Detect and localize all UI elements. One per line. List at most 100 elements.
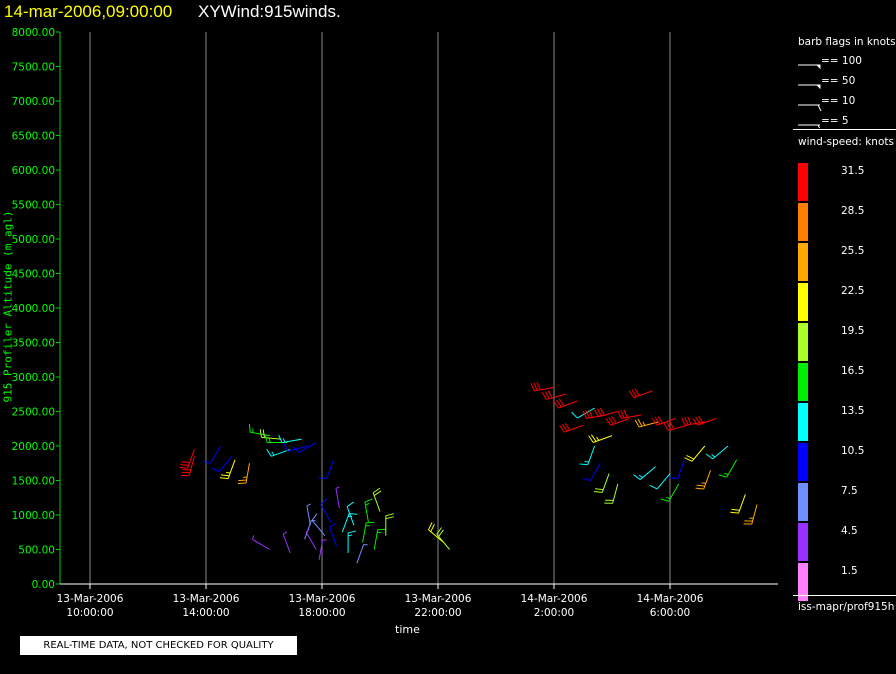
y-tick-label: 6500.00 [12, 131, 55, 143]
y-tick-label: 5500.00 [12, 200, 55, 212]
wind-barb [571, 407, 595, 419]
wind-barb [730, 494, 746, 514]
chart-title: XYWind:915winds. [198, 2, 341, 21]
wind-barb [249, 423, 270, 437]
x-tick-time: 14:00:00 [182, 607, 229, 619]
y-tick-label: 2000.00 [12, 441, 55, 453]
wind-barb [306, 503, 311, 526]
wind-barb [684, 445, 706, 462]
speed-scale-label: 4.5 [841, 525, 858, 537]
y-tick-label: 3000.00 [12, 372, 55, 384]
wind-barb [553, 398, 578, 409]
speed-scale-label: 7.5 [841, 485, 858, 497]
wind-barb [588, 434, 613, 443]
wind-barb [604, 483, 619, 504]
barb-legend-label: == 10 [821, 95, 856, 107]
barb-legend-half [817, 124, 820, 129]
wind-barb [346, 501, 355, 526]
wind-barb [385, 513, 394, 536]
speed-scale-label: 25.5 [841, 245, 865, 257]
speed-scale-label: 31.5 [841, 165, 865, 177]
y-axis-label: 915 Profiler Altitude (m agl) [1, 210, 15, 403]
speed-color-swatch [798, 443, 808, 481]
barb-legend-symbols [798, 64, 822, 129]
speed-color-swatch [798, 523, 808, 561]
x-tick-labels: 13-Mar-2006 10:00:00 13-Mar-2006 14:00:00 13… [57, 593, 704, 619]
wind-barb [428, 522, 445, 543]
wind-barbs [179, 382, 758, 564]
wind-barb [305, 528, 317, 550]
x-tick-time: 18:00:00 [298, 607, 345, 619]
wind-barb [318, 459, 335, 480]
wind-barb [718, 459, 738, 478]
barb-legend-pennant [815, 84, 821, 90]
wind-barb [660, 483, 680, 502]
x-tick-date: 14-Mar-2006 [521, 593, 588, 605]
plot-axes [56, 31, 778, 589]
y-tick-label: 2500.00 [12, 407, 55, 419]
x-tick-time: 10:00:00 [66, 607, 113, 619]
wind-barb [651, 416, 676, 426]
speed-scale-label: 13.5 [841, 405, 865, 417]
y-tick-label: 500.00 [18, 545, 55, 557]
wind-barb [669, 459, 685, 480]
y-tick-labels: 0.00 500.00 1000.00 1500.00 2000.00 2500.00 30… [12, 27, 55, 591]
wind-barb [372, 487, 382, 512]
wind-barb [579, 445, 596, 466]
wind-barb [251, 535, 271, 550]
wind-barb [649, 473, 671, 490]
y-tick-label: 8000.00 [12, 27, 55, 39]
barb-legend-label: == 5 [821, 115, 849, 127]
x-tick-date: 13-Mar-2006 [173, 593, 240, 605]
wind-barb [347, 530, 357, 553]
speed-color-swatch [798, 163, 808, 201]
barb-legend-title: barb flags in knots [798, 36, 896, 48]
legend-panel: barb flags in knots == 100 == 50 == 10 == 5… [793, 27, 896, 624]
wind-barb [559, 422, 584, 433]
speed-color-swatch [798, 203, 808, 241]
x-tick-date: 13-Mar-2006 [57, 593, 124, 605]
speed-scale-label: 16.5 [841, 365, 865, 377]
wind-barb [211, 456, 233, 473]
wind-barb [373, 528, 386, 550]
timestamp-title: 14-mar-2006,09:00:00 [4, 2, 173, 21]
wind-barb [318, 539, 327, 560]
wind-barb [695, 469, 712, 490]
speed-scale-label: 22.5 [841, 285, 865, 297]
wind-barb [292, 442, 317, 453]
wind-barb [202, 445, 221, 464]
wind-barb [278, 434, 302, 444]
y-tick-label: 4500.00 [12, 269, 55, 281]
wind-barb [743, 504, 758, 525]
wind-barb [594, 473, 610, 493]
barb-legend-pennant [815, 64, 821, 70]
y-tick-label: 5000.00 [12, 234, 55, 246]
wind-barb [594, 407, 618, 418]
wind-barb [663, 421, 688, 431]
y-tick-label: 4000.00 [12, 303, 55, 315]
wind-barb [180, 456, 195, 477]
wind-barb [335, 486, 340, 509]
vertical-gridlines [89, 32, 671, 584]
wind-barb [356, 544, 368, 564]
y-tick-label: 7000.00 [12, 96, 55, 108]
speed-color-swatch [798, 283, 808, 321]
wind-barb [617, 409, 642, 419]
wind-barb [634, 418, 659, 428]
wind-barb [237, 463, 250, 485]
y-tick-label: 3500.00 [12, 338, 55, 350]
wind-barb [705, 445, 729, 460]
wind-barb [582, 462, 601, 482]
speed-scale-label: 10.5 [841, 445, 865, 457]
wind-barb [628, 388, 653, 399]
quality-disclaimer: REAL-TIME DATA, NOT CHECKED FOR QUALITY [20, 636, 297, 655]
wind-barb [362, 521, 375, 543]
barb-legend-full [817, 104, 822, 112]
barb-legend-label: == 50 [821, 75, 856, 87]
speed-scale-label: 28.5 [841, 205, 865, 217]
x-tick-time: 22:00:00 [414, 607, 461, 619]
legend-divider-bottom [793, 595, 896, 596]
y-tick-label: 7500.00 [12, 62, 55, 74]
wind-barb [282, 531, 291, 554]
